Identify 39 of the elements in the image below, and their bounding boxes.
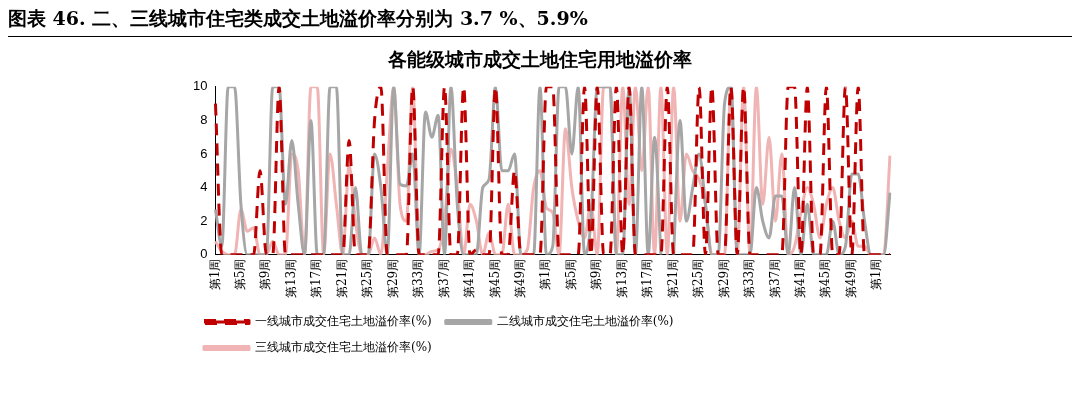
y-tick-label: 2 bbox=[200, 212, 208, 228]
x-tick-label: 第45周 bbox=[818, 258, 833, 299]
x-tick-label: 第49周 bbox=[843, 258, 858, 299]
x-tick-label: 第33周 bbox=[411, 258, 426, 299]
x-tick-label: 第5周 bbox=[563, 258, 578, 291]
y-tick-label: 8 bbox=[200, 111, 208, 127]
x-tick-label: 第41周 bbox=[793, 258, 808, 299]
x-tick-label: 第13周 bbox=[614, 258, 629, 299]
legend-label: 二线城市成交住宅土地溢价率(%) bbox=[496, 314, 674, 329]
x-tick-label: 第37周 bbox=[767, 258, 782, 299]
x-tick-label: 第33周 bbox=[742, 258, 757, 299]
x-tick-label: 第37周 bbox=[436, 258, 451, 299]
line-series bbox=[213, 86, 892, 255]
x-tick-label: 第21周 bbox=[665, 258, 680, 299]
chart-subtitle: 图表 46. 二、三线城市住宅类成交土地溢价率分别为 3.7 %、5.9% bbox=[8, 6, 588, 31]
x-tick-label: 第17周 bbox=[309, 258, 324, 299]
legend-label: 三线城市成交住宅土地溢价率(%) bbox=[255, 340, 432, 355]
legend-label: 一线城市成交住宅土地溢价率(%) bbox=[255, 314, 432, 329]
y-tick-label: 10 bbox=[192, 78, 208, 94]
x-tick-label: 第5周 bbox=[233, 258, 248, 291]
x-tick-label: 第1周 bbox=[207, 258, 222, 291]
x-tick-label: 第41周 bbox=[462, 258, 477, 299]
x-tick-label: 第21周 bbox=[334, 258, 349, 299]
y-tick-label: 4 bbox=[200, 179, 208, 195]
x-tick-label: 第25周 bbox=[360, 258, 375, 299]
x-tick-label: 第9周 bbox=[258, 258, 273, 291]
x-tick-label: 第45周 bbox=[487, 258, 502, 299]
y-tick-label: 6 bbox=[200, 145, 208, 161]
x-tick-label: 第1周 bbox=[869, 258, 884, 291]
chart-title: 各能级城市成交土地住宅用地溢价率 bbox=[387, 48, 692, 71]
x-tick-label: 第13周 bbox=[283, 258, 298, 299]
x-tick-label: 第17周 bbox=[640, 258, 655, 299]
x-tick-label: 第1周 bbox=[538, 258, 553, 291]
x-tick-label: 第29周 bbox=[385, 258, 400, 299]
x-tick-label: 第49周 bbox=[513, 258, 528, 299]
x-tick-label: 第9周 bbox=[589, 258, 604, 291]
x-tick-label: 第29周 bbox=[716, 258, 731, 299]
x-tick-label: 第25周 bbox=[691, 258, 706, 299]
y-tick-label: 0 bbox=[200, 246, 208, 262]
